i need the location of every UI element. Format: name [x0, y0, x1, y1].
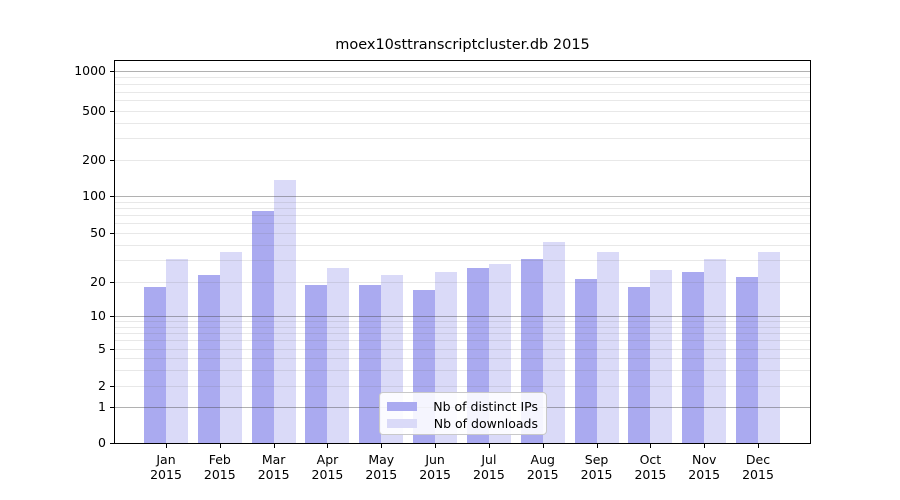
legend-row-downloads: Nb of downloads: [387, 415, 538, 432]
y-minor-gridline: [115, 122, 810, 124]
x-tick-label-nov: Nov 2015: [688, 452, 721, 482]
x-tick: [650, 444, 652, 448]
x-tick: [488, 444, 490, 448]
x-tick: [219, 444, 221, 448]
y-tick: [110, 386, 114, 387]
y-minor-gridline: [115, 111, 810, 112]
y-minor-gridline: [115, 207, 810, 209]
y-minor-gridline: [115, 77, 810, 79]
y-tick: [110, 196, 114, 197]
bar-sep-distinct-ips: [574, 279, 597, 443]
chart-title: moex10sttranscriptcluster.db 2015: [335, 37, 590, 53]
y-tick-label-100: 100: [82, 188, 106, 203]
bar-aug-downloads: [542, 242, 565, 443]
y-tick-label-500: 500: [82, 103, 106, 118]
bar-nov-distinct-ips: [682, 272, 705, 443]
bar-jan-distinct-ips: [144, 287, 166, 443]
bar-apr-downloads: [327, 267, 350, 443]
y-minor-gridline: [115, 160, 810, 161]
x-tick-label-mar: Mar 2015: [257, 452, 290, 482]
bar-oct-downloads: [650, 270, 673, 443]
y-tick-label-5: 5: [98, 341, 106, 356]
y-tick-label-200: 200: [82, 152, 106, 167]
y-minor-gridline: [115, 91, 810, 93]
y-major-gridline: [115, 71, 810, 72]
y-minor-gridline: [115, 223, 810, 225]
bar-may-distinct-ips: [359, 284, 382, 443]
y-tick-label-50: 50: [90, 225, 106, 240]
x-tick-label-may: May 2015: [365, 452, 398, 482]
y-minor-gridline: [115, 233, 810, 234]
x-tick-label-jun: Jun 2015: [419, 452, 451, 482]
y-tick: [110, 111, 114, 112]
x-tick-label-feb: Feb 2015: [203, 452, 236, 482]
bar-feb-downloads: [219, 252, 242, 443]
y-minor-gridline: [115, 215, 810, 217]
x-tick: [596, 444, 598, 448]
bar-jan-downloads: [166, 258, 188, 443]
y-tick: [110, 233, 114, 234]
y-tick-label-0: 0: [98, 435, 106, 450]
y-minor-gridline: [115, 201, 810, 203]
y-minor-gridline: [115, 83, 810, 85]
x-tick: [273, 444, 275, 448]
x-tick: [435, 444, 437, 448]
y-tick-label-20: 20: [90, 274, 106, 289]
x-tick-label-jan: Jan 2015: [150, 452, 182, 482]
y-tick: [110, 160, 114, 161]
y-tick-label-1: 1: [98, 399, 106, 414]
plot-area: Jan 2015 Feb 2015 Mar 2015 Apr 2015 May 2015 Jun 20…: [110, 60, 811, 482]
y-tick: [110, 316, 114, 317]
bar-apr-distinct-ips: [305, 284, 328, 443]
y-minor-gridline: [115, 100, 810, 102]
x-tick-label-sep: Sep 2015: [580, 452, 613, 482]
x-tick: [327, 444, 329, 448]
x-tick: [758, 444, 760, 448]
x-tick-label-oct: Oct 2015: [634, 452, 667, 482]
x-tick: [704, 444, 706, 448]
legend-label-distinct-ips: Nb of distinct IPs: [433, 399, 538, 414]
bar-feb-distinct-ips: [197, 274, 220, 443]
legend-label-downloads: Nb of downloads: [433, 416, 538, 431]
y-minor-gridline: [115, 244, 810, 246]
y-tick: [110, 407, 114, 408]
bar-mar-downloads: [273, 180, 296, 443]
y-tick: [110, 71, 114, 72]
y-minor-gridline: [115, 138, 810, 140]
y-tick: [110, 349, 114, 350]
y-tick: [110, 282, 114, 283]
bar-dec-distinct-ips: [736, 276, 759, 443]
x-tick: [381, 444, 383, 448]
bar-mar-distinct-ips: [251, 211, 274, 443]
legend: Nb of distinct IPs Nb of downloads: [379, 392, 547, 435]
bar-nov-downloads: [704, 258, 727, 443]
legend-row-distinct-ips: Nb of distinct IPs: [387, 398, 538, 415]
bar-sep-downloads: [596, 252, 619, 443]
x-tick: [542, 444, 544, 448]
x-tick-label-dec: Dec 2015: [742, 452, 774, 482]
legend-swatch-distinct-ips: [387, 402, 417, 411]
y-tick-label-10: 10: [90, 308, 106, 323]
y-tick-label-1000: 1000: [74, 63, 106, 78]
legend-swatch-downloads: [387, 419, 417, 428]
x-tick-label-apr: Apr 2015: [311, 452, 344, 482]
bar-oct-distinct-ips: [628, 287, 651, 443]
y-major-gridline: [115, 196, 810, 197]
bar-dec-downloads: [758, 252, 781, 443]
y-tick-label-2: 2: [98, 378, 106, 393]
y-tick: [110, 443, 114, 444]
x-tick-label-jul: Jul 2015: [473, 452, 505, 482]
x-tick-label-aug: Aug 2015: [526, 452, 559, 482]
x-tick: [166, 444, 167, 448]
